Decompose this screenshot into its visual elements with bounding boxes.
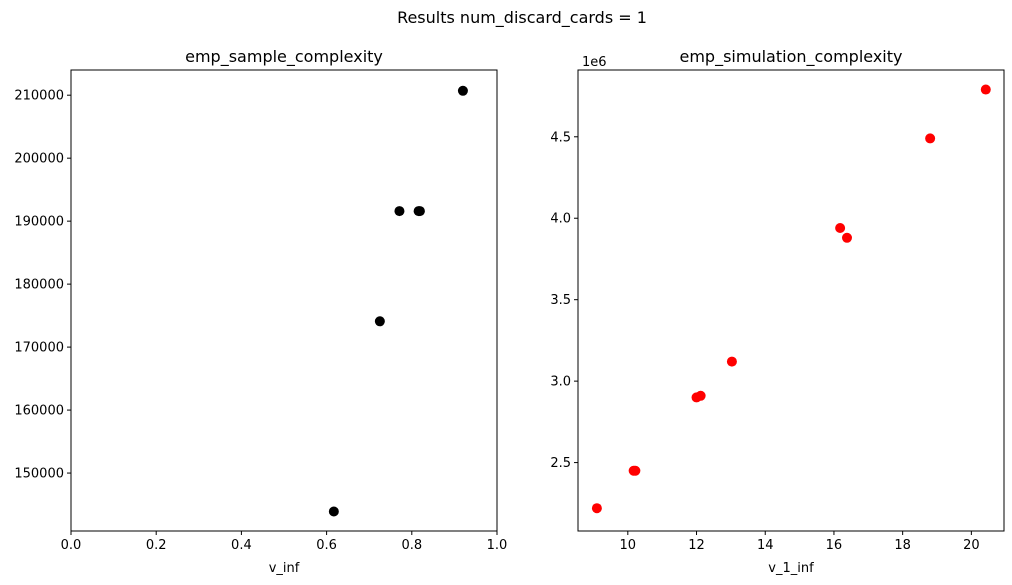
y-tick-label: 210000 (14, 89, 64, 104)
y-offset-text: 1e6 (582, 55, 607, 70)
y-tick-label: 200000 (14, 152, 64, 167)
y-tick-label: 4.0 (550, 212, 571, 227)
y-tick-label: 3.0 (550, 375, 571, 390)
scatter-points (328, 85, 468, 517)
y-tick-label: 180000 (14, 278, 64, 293)
y-tick-label: 3.5 (550, 293, 571, 308)
axis-ticks: 10 12 14 16 18 20 2.5 3.0 3.5 4.0 4.5 (550, 130, 979, 553)
y-tick-label: 150000 (14, 467, 64, 482)
x-tick-label: 10 (620, 538, 637, 553)
panel-sample-complexity: emp_sample_complexity v_inf 0.0 0.2 0.4 0.6… (14, 47, 507, 576)
data-point (328, 506, 339, 517)
data-point (591, 503, 602, 514)
data-point (695, 390, 706, 401)
data-point (925, 133, 936, 144)
x-tick-label: 12 (688, 538, 705, 553)
y-tick-label: 190000 (14, 215, 64, 230)
figure-suptitle: Results num_discard_cards = 1 (397, 8, 647, 28)
data-point (457, 85, 468, 96)
x-tick-label: 0.2 (146, 538, 167, 553)
x-tick-label: 18 (894, 538, 911, 553)
data-point (726, 356, 737, 367)
x-axis-label: v_1_inf (768, 561, 814, 576)
y-tick-label: 4.5 (550, 130, 571, 145)
x-tick-label: 20 (963, 538, 980, 553)
x-tick-label: 0.8 (401, 538, 422, 553)
data-point (835, 223, 846, 234)
x-axis-label: v_inf (269, 561, 300, 576)
data-point (394, 206, 405, 217)
data-point (374, 316, 385, 327)
scatter-points (591, 84, 991, 514)
x-tick-label: 0.6 (316, 538, 337, 553)
x-tick-label: 14 (757, 538, 774, 553)
data-point (630, 465, 641, 476)
y-tick-label: 2.5 (550, 456, 571, 471)
panel-title: emp_simulation_complexity (680, 47, 903, 67)
y-tick-label: 170000 (14, 341, 64, 356)
plot-frame (577, 69, 1005, 532)
data-point (414, 206, 425, 217)
axis-ticks: 0.0 0.2 0.4 0.6 0.8 1.0 150000 160000 170000 1800… (14, 89, 507, 553)
x-tick-label: 16 (826, 538, 843, 553)
x-tick-label: 1.0 (487, 538, 508, 553)
data-point (980, 84, 991, 95)
x-tick-label: 0.4 (231, 538, 252, 553)
panel-simulation-complexity: emp_simulation_complexity v_1_inf 1e6 10… (550, 47, 1005, 576)
panel-title: emp_sample_complexity (185, 47, 383, 67)
y-tick-label: 160000 (14, 404, 64, 419)
plot-frame (70, 69, 498, 532)
data-point (841, 232, 852, 243)
x-tick-label: 0.0 (61, 538, 82, 553)
